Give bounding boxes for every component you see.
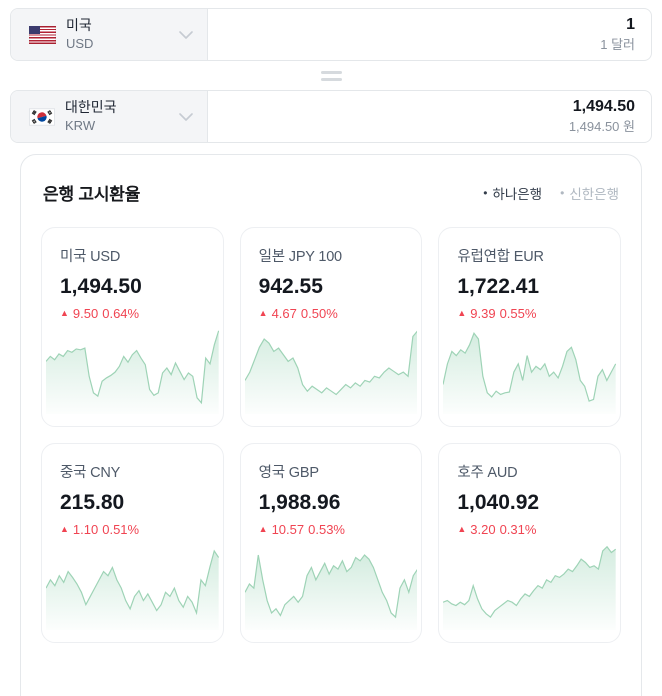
bank-rates-panel: 은행 고시환율 • 하나은행 • 신한은행 미국 USD 1,494.50 ▲ … bbox=[20, 154, 642, 696]
currency-name: 일본 JPY 100 bbox=[258, 249, 342, 265]
change-value: 9.39 bbox=[470, 306, 496, 321]
chevron-down-icon[interactable] bbox=[179, 112, 193, 121]
currency-country-label: 미국 bbox=[66, 17, 92, 34]
bullet-icon: • bbox=[483, 185, 488, 200]
up-triangle-icon: ▲ bbox=[457, 523, 467, 534]
currency-name: 중국 CNY bbox=[60, 465, 121, 481]
change-value: 3.20 bbox=[470, 522, 496, 537]
currency-rate-card[interactable]: 일본 JPY 100 942.55 ▲ 4.67 0.50% bbox=[239, 227, 423, 427]
panel-title: 은행 고시환율 bbox=[43, 185, 141, 204]
currency-rate: 1,722.41 bbox=[457, 275, 540, 298]
bank-option-shinhan[interactable]: • 신한은행 bbox=[560, 183, 619, 203]
sparkline-chart bbox=[443, 538, 616, 630]
converted-amount-sub-label: 1,494.50 원 bbox=[568, 118, 635, 134]
change-percent: 0.55% bbox=[499, 306, 537, 321]
sparkline-chart bbox=[46, 322, 219, 414]
currency-change: ▲ 3.20 0.31% bbox=[457, 522, 602, 537]
amount-input[interactable]: 1 bbox=[626, 16, 635, 34]
card-body: 중국 CNY 215.80 ▲ 1.10 0.51% bbox=[42, 444, 223, 537]
card-body: 영국 GBP 1,988.96 ▲ 10.57 0.53% bbox=[241, 444, 422, 537]
currency-change: ▲ 10.57 0.53% bbox=[259, 522, 404, 537]
amount-cell-to: 1,494.50 1,494.50 원 bbox=[208, 91, 651, 142]
amount-cell-from: 1 1 달러 bbox=[208, 9, 651, 60]
currency-name: 영국 GBP bbox=[258, 465, 319, 481]
amount-sub-label: 1 달러 bbox=[600, 36, 635, 52]
up-triangle-icon: ▲ bbox=[60, 307, 69, 318]
change-percent: 0.51% bbox=[102, 522, 140, 537]
card-body: 호주 AUD 1,040.92 ▲ 3.20 0.31% bbox=[439, 444, 620, 537]
change-percent: 0.31% bbox=[499, 522, 537, 537]
bank-option-hana[interactable]: • 하나은행 bbox=[483, 183, 542, 203]
sparkline-chart bbox=[46, 538, 219, 630]
currency-rate-card[interactable]: 영국 GBP 1,988.96 ▲ 10.57 0.53% bbox=[239, 443, 423, 643]
rates-grid: 미국 USD 1,494.50 ▲ 9.50 0.64% 일본 JPY 100 … bbox=[41, 227, 621, 643]
change-percent: 0.64% bbox=[102, 306, 140, 321]
converter-row-to: 대한민국 KRW 1,494.50 1,494.50 원 bbox=[10, 90, 652, 143]
currency-rate: 215.80 bbox=[60, 491, 125, 514]
us-flag-icon bbox=[29, 25, 56, 44]
currency-rate-card[interactable]: 유럽연합 EUR 1,722.41 ▲ 9.39 0.55% bbox=[438, 227, 621, 427]
sparkline-chart bbox=[244, 322, 418, 414]
currency-rate: 1,494.50 bbox=[60, 275, 142, 298]
change-value: 1.10 bbox=[72, 522, 99, 537]
currency-code-label: USD bbox=[66, 35, 94, 51]
currency-selector-usd[interactable]: 미국 USD bbox=[11, 9, 208, 60]
panel-header: 은행 고시환율 • 하나은행 • 신한은행 bbox=[41, 180, 621, 205]
kr-flag-icon bbox=[29, 107, 55, 126]
bullet-icon: • bbox=[560, 185, 565, 200]
change-value: 9.50 bbox=[72, 306, 99, 321]
currency-change: ▲ 9.39 0.55% bbox=[457, 306, 602, 321]
currency-change: ▲ 9.50 0.64% bbox=[60, 306, 205, 321]
up-triangle-icon: ▲ bbox=[457, 307, 467, 318]
up-triangle-icon: ▲ bbox=[258, 523, 268, 534]
converted-amount: 1,494.50 bbox=[572, 98, 635, 116]
bank-toggle: • 하나은행 • 신한은행 bbox=[483, 183, 619, 203]
card-body: 일본 JPY 100 942.55 ▲ 4.67 0.50% bbox=[241, 228, 422, 321]
currency-rate-card[interactable]: 호주 AUD 1,040.92 ▲ 3.20 0.31% bbox=[438, 443, 621, 643]
change-value: 10.57 bbox=[271, 522, 305, 537]
currency-name: 호주 AUD bbox=[457, 465, 518, 481]
change-value: 4.67 bbox=[271, 306, 297, 321]
chevron-down-icon[interactable] bbox=[179, 30, 193, 39]
currency-rate: 942.55 bbox=[258, 275, 323, 298]
change-percent: 0.50% bbox=[300, 306, 338, 321]
currency-rate-card[interactable]: 미국 USD 1,494.50 ▲ 9.50 0.64% bbox=[41, 227, 224, 427]
equals-icon bbox=[10, 61, 652, 90]
sparkline-chart bbox=[244, 538, 418, 630]
sparkline-chart bbox=[443, 322, 616, 414]
card-body: 유럽연합 EUR 1,722.41 ▲ 9.39 0.55% bbox=[439, 228, 620, 321]
currency-change: ▲ 1.10 0.51% bbox=[60, 522, 205, 537]
currency-change: ▲ 4.67 0.50% bbox=[259, 306, 404, 321]
card-body: 미국 USD 1,494.50 ▲ 9.50 0.64% bbox=[42, 228, 223, 321]
currency-name: 유럽연합 EUR bbox=[457, 249, 544, 265]
bank-label: 하나은행 bbox=[492, 186, 543, 202]
currency-name: 미국 USD bbox=[60, 249, 121, 265]
converter-row-from: 미국 USD 1 1 달러 bbox=[10, 8, 652, 61]
currency-rate: 1,040.92 bbox=[457, 491, 540, 514]
change-percent: 0.53% bbox=[308, 522, 345, 537]
currency-rate: 1,988.96 bbox=[258, 491, 341, 514]
currency-code-label: KRW bbox=[65, 117, 96, 133]
currency-rate-card[interactable]: 중국 CNY 215.80 ▲ 1.10 0.51% bbox=[41, 443, 224, 643]
currency-country-label: 대한민국 bbox=[65, 99, 117, 116]
bank-label: 신한은행 bbox=[569, 186, 619, 202]
currency-selector-krw[interactable]: 대한민국 KRW bbox=[11, 91, 208, 142]
up-triangle-icon: ▲ bbox=[258, 307, 268, 318]
up-triangle-icon: ▲ bbox=[60, 523, 69, 534]
